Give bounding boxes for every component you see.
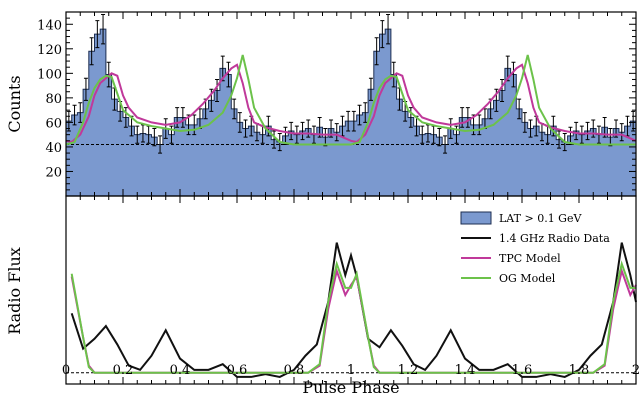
x-tick-label: 1.6 xyxy=(512,363,533,378)
error-bar xyxy=(585,121,590,141)
error-bar xyxy=(551,115,556,137)
error-bar xyxy=(101,13,106,45)
error-bar xyxy=(334,123,339,142)
error-bar xyxy=(323,128,328,147)
error-bar xyxy=(237,112,242,133)
error-bar xyxy=(289,121,294,141)
error-bar xyxy=(500,78,505,103)
error-bar xyxy=(368,77,373,101)
error-bar xyxy=(300,121,305,141)
y-tick-label: 120 xyxy=(37,43,62,58)
error-bar xyxy=(517,98,522,120)
error-bar xyxy=(386,13,391,45)
error-bar xyxy=(374,37,379,66)
y-tick-label: 140 xyxy=(37,18,62,33)
error-bar xyxy=(619,123,624,142)
error-bar xyxy=(443,135,448,154)
error-bar xyxy=(477,114,482,136)
error-bar xyxy=(95,20,100,49)
y-axis-label-bottom: Radio Flux xyxy=(5,247,24,335)
error-bar xyxy=(408,107,413,128)
error-bar xyxy=(180,107,185,128)
x-tick-label: 0.4 xyxy=(170,363,191,378)
error-bar xyxy=(243,119,248,138)
x-tick-label: 0.2 xyxy=(113,363,134,378)
error-bar xyxy=(152,128,157,147)
error-bar xyxy=(123,107,128,128)
error-bars xyxy=(66,13,636,154)
error-bar xyxy=(78,102,83,123)
y-ticks-top xyxy=(66,11,636,197)
x-tick-label: 0.6 xyxy=(227,363,248,378)
y-tick-label: 40 xyxy=(45,141,62,156)
error-bar xyxy=(357,104,362,126)
x-tick-label: 1.2 xyxy=(398,363,419,378)
legend: LAT > 0.1 GeV 1.4 GHz Radio Data TPC Model… xyxy=(460,211,610,285)
error-bar xyxy=(420,125,425,144)
histogram-fill xyxy=(66,29,636,197)
error-bar xyxy=(574,121,579,141)
error-bar xyxy=(158,135,163,154)
x-tick-label: 0 xyxy=(62,363,70,378)
og-model-curve-bottom xyxy=(70,260,636,374)
tpc-model-curve-top xyxy=(65,63,637,144)
error-bar xyxy=(437,128,442,147)
error-bar xyxy=(272,130,277,149)
error-bar xyxy=(608,128,613,147)
x-tick-label: 1.4 xyxy=(455,363,476,378)
legend-label: 1.4 GHz Radio Data xyxy=(499,232,610,245)
error-bar xyxy=(175,107,180,128)
radio-data-curve xyxy=(70,242,637,378)
error-bar xyxy=(465,107,470,128)
top-panel xyxy=(65,13,637,197)
error-bar xyxy=(631,110,636,132)
y-axis-label-top: Counts xyxy=(5,75,24,132)
histogram-outline xyxy=(66,28,636,145)
error-bar xyxy=(522,112,527,133)
legend-label: TPC Model xyxy=(499,252,561,265)
y-tick-label: 20 xyxy=(45,165,62,180)
y-tick-label: 60 xyxy=(45,116,62,131)
error-bar xyxy=(192,114,197,136)
x-tick-label: 1.8 xyxy=(569,363,590,378)
legend-swatch-lat xyxy=(460,211,492,225)
x-ticks xyxy=(65,12,637,196)
error-bar xyxy=(380,20,385,49)
x-ticks xyxy=(65,196,637,384)
error-bar xyxy=(215,78,220,103)
error-bar xyxy=(66,110,71,132)
error-bar xyxy=(557,130,562,149)
error-bar xyxy=(528,119,533,138)
y-tick-label: 80 xyxy=(45,92,62,107)
x-tick-label: 0.8 xyxy=(284,363,305,378)
error-bar xyxy=(72,104,77,126)
error-bar xyxy=(460,107,465,128)
error-bar xyxy=(266,115,271,137)
tpc-model-curve-bottom xyxy=(70,267,637,374)
bottom-panel xyxy=(66,242,637,378)
error-bar xyxy=(232,98,237,120)
x-tick-label: 2 xyxy=(632,363,640,378)
error-bar xyxy=(294,125,299,144)
error-bar xyxy=(579,125,584,144)
legend-label: LAT > 0.1 GeV xyxy=(499,212,582,225)
error-bar xyxy=(346,110,351,132)
error-bar xyxy=(135,125,140,144)
error-bar xyxy=(511,61,516,88)
error-bar xyxy=(363,102,368,123)
error-bar xyxy=(83,77,88,101)
x-axis-label: Pulse Phase xyxy=(302,378,399,397)
error-bar xyxy=(89,37,94,66)
error-bar xyxy=(351,110,356,132)
y-tick-label: 100 xyxy=(37,67,62,82)
x-tick-label: 1 xyxy=(347,363,355,378)
legend-label: OG Model xyxy=(499,272,556,285)
og-model-curve-top xyxy=(65,54,636,146)
error-bar xyxy=(226,61,231,88)
